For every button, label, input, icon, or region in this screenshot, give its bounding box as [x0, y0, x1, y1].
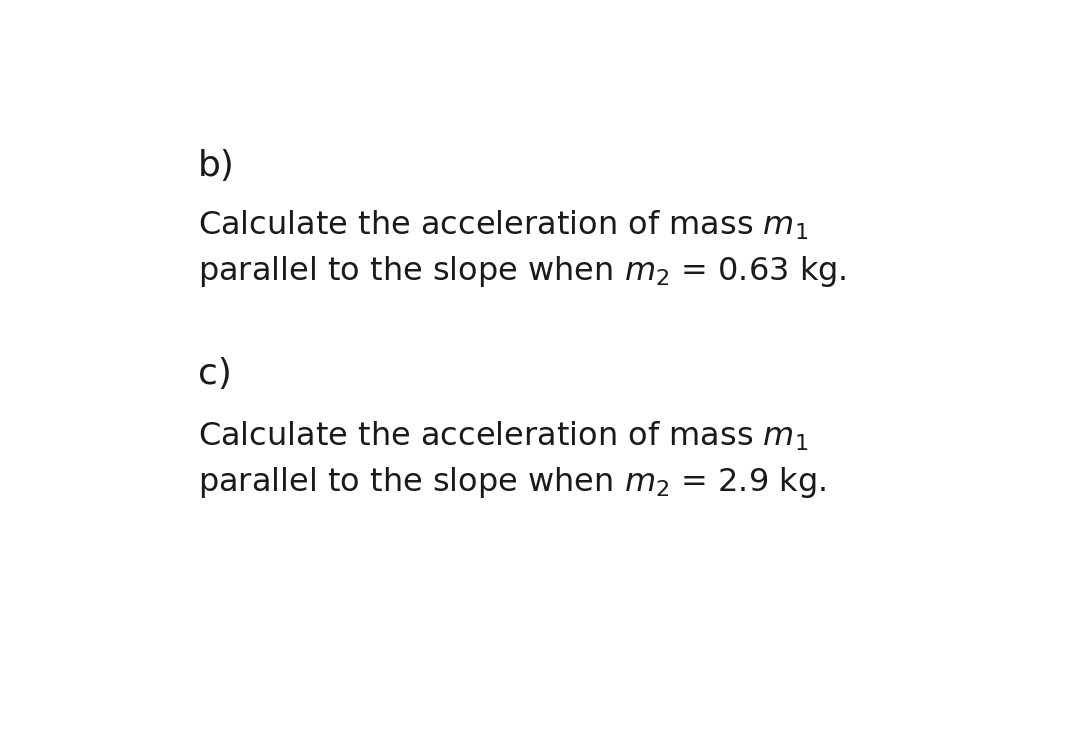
Text: Calculate the acceleration of mass $m_1$: Calculate the acceleration of mass $m_1$ — [198, 209, 808, 242]
Text: parallel to the slope when $m_2$ = 0.63 kg.: parallel to the slope when $m_2$ = 0.63 … — [198, 254, 847, 290]
Text: c): c) — [198, 357, 231, 391]
Text: Calculate the acceleration of mass $m_1$: Calculate the acceleration of mass $m_1$ — [198, 420, 808, 453]
Text: parallel to the slope when $m_2$ = 2.9 kg.: parallel to the slope when $m_2$ = 2.9 k… — [198, 465, 826, 500]
Text: b): b) — [198, 149, 234, 183]
